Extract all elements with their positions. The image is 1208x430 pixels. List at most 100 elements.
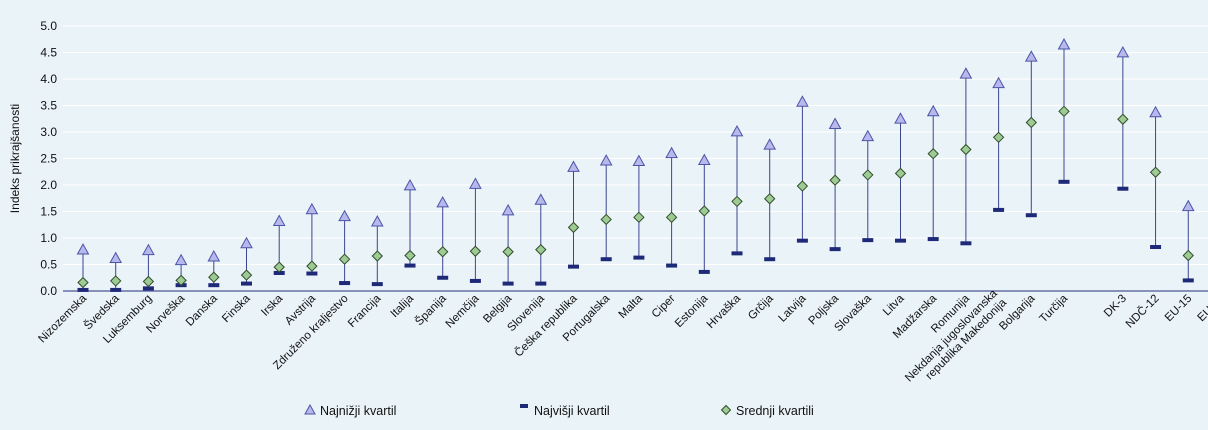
highest-quartile-point <box>731 251 743 256</box>
highest-quartile-point <box>633 255 645 260</box>
highest-quartile-point <box>764 257 776 262</box>
y-tick-label: 1.0 <box>40 231 57 245</box>
x-tick-label: EU-27 <box>1196 293 1208 325</box>
lowest-quartile-point <box>567 160 580 172</box>
lowest-quartile-point <box>305 202 319 215</box>
highest-quartile-point <box>895 238 906 243</box>
legend-diamond-icon <box>720 404 732 416</box>
middle-quartile-point <box>567 221 580 234</box>
lowest-quartile-point <box>828 117 842 129</box>
middle-quartile-point <box>175 274 187 287</box>
lowest-quartile-point <box>174 253 188 266</box>
lowest-quartile-point <box>1181 199 1195 212</box>
x-tick-label: Bolgarija <box>997 292 1038 333</box>
middle-quartile-point <box>208 271 220 283</box>
highest-quartile-point <box>1150 245 1162 250</box>
middle-quartile-point <box>1182 249 1194 262</box>
highest-quartile-point <box>273 270 285 275</box>
highest-quartile-point <box>796 238 808 243</box>
middle-quartile-point <box>1117 113 1129 125</box>
middle-quartile-point <box>469 245 482 257</box>
x-tick-label: Malta <box>617 292 646 321</box>
middle-quartile-point <box>77 276 89 289</box>
x-tick-label-line: republika Makedonija <box>924 296 1010 382</box>
lowest-quartile-point <box>469 177 482 189</box>
lowest-quartile-point <box>665 146 678 159</box>
highest-quartile-point <box>404 263 416 268</box>
x-tick-label: Nizozemska <box>36 292 89 345</box>
middle-quartile-point <box>829 174 841 186</box>
middle-quartile-point <box>1058 105 1070 118</box>
lowest-quartile-point <box>861 129 875 142</box>
middle-quartile-point <box>502 246 514 258</box>
lowest-quartile-point <box>697 153 711 165</box>
middle-quartile-point <box>796 180 809 192</box>
middle-quartile-point <box>436 246 449 258</box>
y-tick-label: 0.5 <box>40 258 57 272</box>
x-tick-label: Latvija <box>777 292 809 324</box>
x-tick-label: Slovaška <box>832 292 874 334</box>
lowest-quartile-point <box>926 104 940 117</box>
lowest-quartile-point <box>1057 38 1071 50</box>
lowest-quartile-point <box>730 124 744 137</box>
y-tick-label: 3.0 <box>40 125 57 139</box>
highest-quartile-point <box>829 247 841 252</box>
lowest-quartile-point <box>272 214 286 226</box>
x-tick-label: NDČ-12 <box>1123 292 1162 331</box>
x-tick-label: Turčija <box>1038 292 1071 325</box>
legend-dash-icon <box>520 404 528 408</box>
x-tick-label: Hrvaška <box>705 292 744 331</box>
highest-quartile-point <box>600 257 612 262</box>
x-tick-label: Grčija <box>746 292 776 322</box>
lowest-quartile-point <box>959 67 973 79</box>
middle-quartile-point <box>142 275 155 288</box>
lowest-quartile-point <box>338 209 351 222</box>
middle-quartile-point <box>338 253 351 265</box>
x-tick-label: Danska <box>184 292 220 328</box>
lowest-quartile-point <box>992 76 1005 89</box>
lowest-quartile-point <box>109 251 123 264</box>
highest-quartile-point <box>927 237 939 242</box>
legend-triangle-icon <box>304 403 316 415</box>
x-tick-label: Litva <box>881 292 907 318</box>
lowest-quartile-point <box>1024 50 1038 62</box>
lowest-quartile-point <box>796 95 809 107</box>
lowest-quartile-point <box>763 138 777 150</box>
middle-quartile-point <box>763 193 776 205</box>
lowest-quartile-point <box>894 112 907 124</box>
middle-quartile-point <box>698 205 711 217</box>
lowest-quartile-point <box>142 243 155 256</box>
x-tick-label: Francija <box>346 292 384 330</box>
lowest-quartile-point <box>370 215 384 227</box>
y-tick-label: 5.0 <box>40 19 57 33</box>
middle-quartile-point <box>894 167 907 180</box>
lowest-quartile-point <box>1116 45 1130 58</box>
highest-quartile-point <box>568 264 579 269</box>
middle-quartile-point <box>633 211 645 224</box>
legend-label: Najnižji kvartil <box>320 404 396 418</box>
middle-quartile-point <box>109 275 122 287</box>
y-tick-label: 3.5 <box>40 99 57 113</box>
middle-quartile-point <box>731 195 743 208</box>
highest-quartile-point <box>469 278 481 283</box>
highest-quartile-point <box>208 283 220 288</box>
lowest-quartile-point <box>207 250 221 262</box>
lowest-quartile-point <box>599 154 613 166</box>
lowest-quartile-point <box>1149 105 1162 118</box>
lowest-quartile-point <box>76 243 90 255</box>
lowest-quartile-point <box>240 236 253 249</box>
middle-quartile-point <box>1025 116 1038 129</box>
y-tick-label: 4.0 <box>40 72 57 86</box>
highest-quartile-point <box>698 269 710 274</box>
highest-quartile-point <box>862 238 874 243</box>
lowest-quartile-point <box>501 203 515 216</box>
highest-quartile-point <box>142 286 154 291</box>
highest-quartile-point <box>371 282 383 287</box>
middle-quartile-point <box>992 131 1005 144</box>
middle-quartile-point <box>535 243 547 256</box>
highest-quartile-point <box>666 263 678 268</box>
middle-quartile-point <box>927 148 939 160</box>
highest-quartile-point <box>110 287 122 292</box>
